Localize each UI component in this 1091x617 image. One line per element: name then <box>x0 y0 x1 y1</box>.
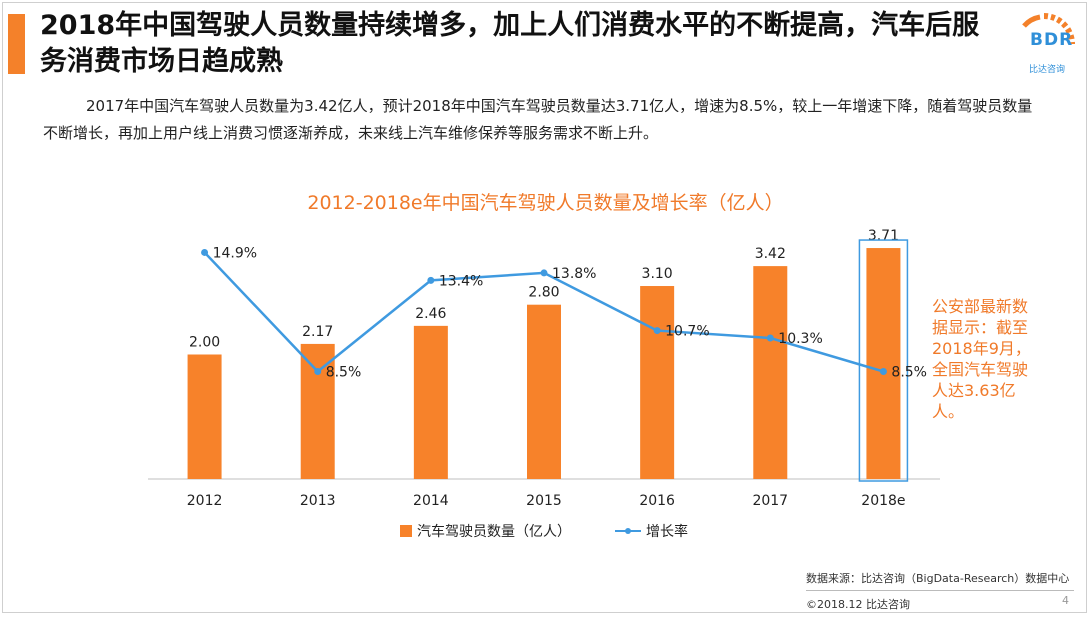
bar-2013 <box>300 343 335 479</box>
growth-point-2012 <box>201 248 209 256</box>
x-tick-2016: 2016 <box>639 493 675 509</box>
bar-label-2017: 3.42 <box>755 246 786 262</box>
legend-label-drivers: 汽车驾驶员数量（亿人） <box>417 524 571 540</box>
title-accent-bar <box>8 14 25 74</box>
annotation-note: 公安部最新数据显示：截至2018年9月，全国汽车驾驶人达3.63亿人。 <box>932 297 1031 421</box>
bar-label-2012: 2.00 <box>189 335 220 351</box>
growth-point-2014 <box>427 276 435 284</box>
growth-point-2013 <box>314 368 322 375</box>
logo-subtext: 比达咨询 <box>1029 65 1066 75</box>
intro-paragraph: 2017年中国汽车驾驶人员数量为3.42亿人，预计2018年中国汽车驾驶员数量达… <box>43 97 1033 142</box>
bar-label-2015: 2.80 <box>528 285 559 301</box>
legend-item-drivers: 汽车驾驶员数量（亿人） <box>400 521 571 541</box>
growth-label-2018e: 8.5% <box>891 365 927 381</box>
growth-label-2012: 14.9% <box>213 245 257 261</box>
bar-label-2013: 2.17 <box>302 324 333 340</box>
bar-label-2016: 3.10 <box>642 266 673 282</box>
bar-2017 <box>753 266 788 479</box>
growth-label-2013: 8.5% <box>326 365 362 381</box>
growth-point-2015 <box>540 269 548 277</box>
footer-divider <box>806 590 1074 591</box>
growth-label-2017: 10.3% <box>778 331 822 347</box>
x-tick-2012: 2012 <box>187 493 223 509</box>
copyright: ©2018.12 比达咨询 <box>806 598 910 611</box>
legend-label-growth: 增长率 <box>646 524 688 540</box>
growth-point-2018e <box>879 368 887 375</box>
bar-label-2014: 2.46 <box>415 306 446 322</box>
logo-text: BDR <box>1030 30 1074 50</box>
growth-point-2016 <box>653 327 661 335</box>
legend-bar-swatch <box>400 525 412 537</box>
data-source: 数据来源：比达咨询（BigData-Research）数据中心 <box>806 572 1070 585</box>
x-tick-2017: 2017 <box>752 493 788 509</box>
x-tick-2015: 2015 <box>526 493 562 509</box>
highlight-box-2018e <box>858 239 909 482</box>
legend-line-swatch <box>615 525 641 537</box>
growth-label-2016: 10.7% <box>665 324 709 340</box>
chart-title: 2012-2018e年中国汽车驾驶人员数量及增长率（亿人） <box>307 192 784 214</box>
chart-legend: 汽车驾驶员数量（亿人） 增长率 <box>400 521 688 541</box>
legend-item-growth: 增长率 <box>615 521 688 541</box>
growth-label-2015: 13.8% <box>552 266 596 282</box>
bar-2016 <box>640 286 675 479</box>
bar-2015 <box>527 304 561 479</box>
bar-2014 <box>413 325 448 479</box>
page-number: 4 <box>1062 594 1069 607</box>
bar-2012 <box>187 354 222 479</box>
page-title: 2018年中国驾驶人员数量持续增多，加上人们消费水平的不断提高，汽车后服务消费市… <box>40 10 980 77</box>
x-tick-2014: 2014 <box>413 493 449 509</box>
x-tick-2013: 2013 <box>300 493 336 509</box>
growth-label-2014: 13.4% <box>439 273 483 289</box>
bdr-logo-icon <box>1022 13 1075 45</box>
bar-label-2018e: 3.71 <box>868 228 899 244</box>
growth-point-2017 <box>766 334 774 342</box>
bar-2018e <box>866 248 901 479</box>
x-tick-2018e: 2018e <box>861 493 905 509</box>
